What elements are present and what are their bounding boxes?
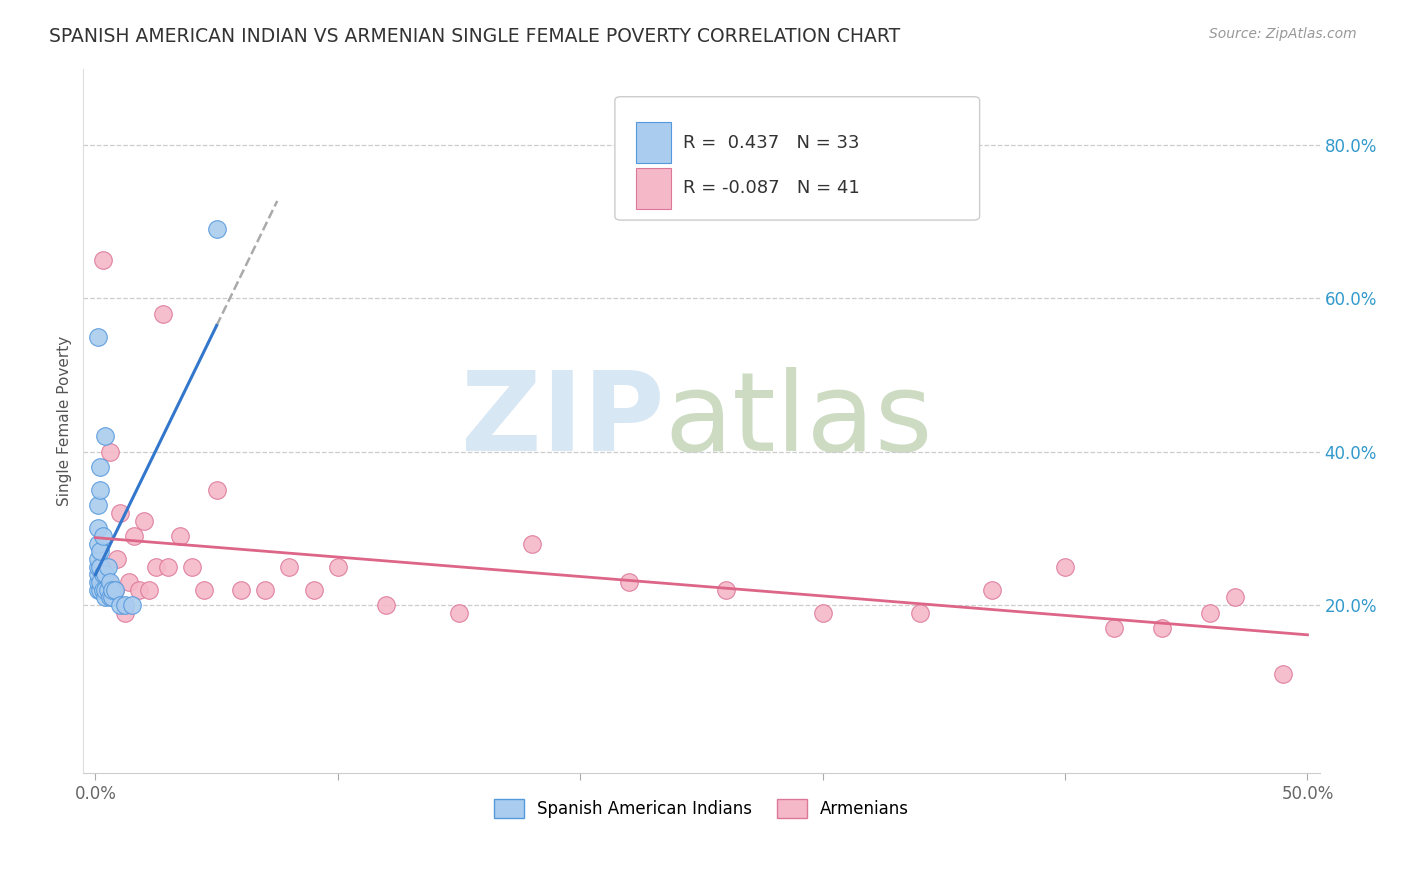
Point [278, 559, 301, 574]
Point [1272, 666, 1295, 681]
Point [908, 606, 931, 620]
Point [87, 574, 110, 589]
Point [91, 529, 114, 543]
Point [91, 582, 114, 597]
Point [94, 567, 117, 582]
Point [89, 483, 111, 497]
Point [87, 552, 110, 566]
Point [104, 582, 127, 597]
Point [617, 574, 640, 589]
Point [108, 598, 131, 612]
Point [193, 582, 215, 597]
Point [152, 307, 174, 321]
Point [121, 598, 143, 612]
Point [89, 459, 111, 474]
Point [1102, 621, 1125, 635]
Point [89, 544, 111, 558]
Point [128, 582, 150, 597]
Point [254, 582, 277, 597]
Point [104, 582, 127, 597]
Point [91, 253, 114, 268]
Point [98, 574, 121, 589]
Point [105, 552, 128, 566]
Point [157, 559, 180, 574]
Point [98, 591, 121, 605]
Point [375, 598, 398, 612]
Point [96, 582, 118, 597]
Point [89, 559, 111, 574]
Point [96, 559, 118, 574]
Point [1150, 621, 1173, 635]
Point [145, 559, 167, 574]
Text: R = -0.087   N = 41: R = -0.087 N = 41 [683, 179, 859, 197]
Point [205, 222, 228, 236]
Point [89, 582, 111, 597]
Point [89, 574, 111, 589]
Point [91, 567, 114, 582]
Point [181, 559, 204, 574]
Point [87, 521, 110, 535]
Point [87, 536, 110, 550]
Point [447, 606, 470, 620]
Point [89, 559, 111, 574]
Point [326, 559, 349, 574]
Point [94, 582, 117, 597]
Point [101, 582, 124, 597]
FancyBboxPatch shape [636, 168, 671, 209]
Point [114, 606, 136, 620]
Point [87, 329, 110, 343]
Point [87, 567, 110, 582]
Point [96, 574, 118, 589]
FancyBboxPatch shape [614, 96, 980, 220]
Text: atlas: atlas [665, 368, 932, 475]
Point [132, 514, 155, 528]
Point [101, 582, 124, 597]
Text: ZIP: ZIP [461, 368, 665, 475]
Point [94, 567, 117, 582]
Point [1223, 591, 1246, 605]
Point [87, 559, 110, 574]
Point [714, 582, 737, 597]
Point [101, 591, 124, 605]
FancyBboxPatch shape [636, 122, 671, 163]
Point [520, 536, 543, 550]
Point [229, 582, 252, 597]
Point [98, 444, 121, 458]
Point [87, 582, 110, 597]
Point [108, 506, 131, 520]
Legend: Spanish American Indians, Armenians: Spanish American Indians, Armenians [486, 792, 915, 825]
Text: Source: ZipAtlas.com: Source: ZipAtlas.com [1209, 27, 1357, 41]
Point [118, 574, 141, 589]
Point [302, 582, 325, 597]
Point [1199, 606, 1222, 620]
Point [114, 598, 136, 612]
Point [811, 606, 834, 620]
Point [94, 591, 117, 605]
Text: R =  0.437   N = 33: R = 0.437 N = 33 [683, 134, 859, 152]
Point [1054, 559, 1077, 574]
Y-axis label: Single Female Poverty: Single Female Poverty [58, 336, 72, 506]
Point [138, 582, 160, 597]
Point [122, 529, 145, 543]
Point [205, 483, 228, 497]
Point [981, 582, 1004, 597]
Point [87, 498, 110, 512]
Point [94, 429, 117, 443]
Point [169, 529, 191, 543]
Text: SPANISH AMERICAN INDIAN VS ARMENIAN SINGLE FEMALE POVERTY CORRELATION CHART: SPANISH AMERICAN INDIAN VS ARMENIAN SING… [49, 27, 900, 45]
